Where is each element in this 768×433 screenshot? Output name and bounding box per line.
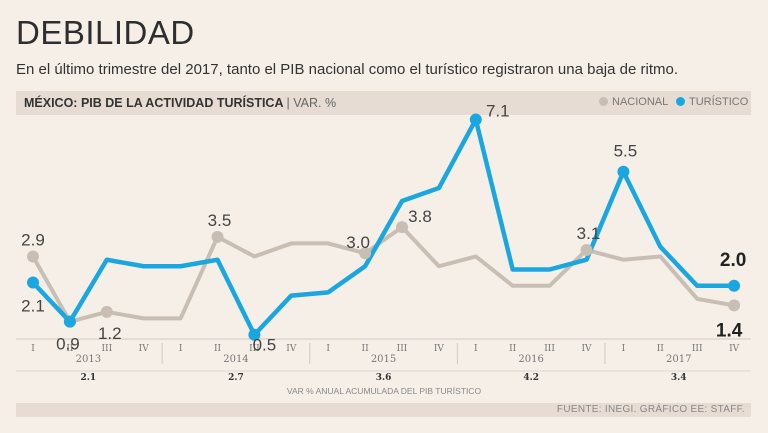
x-tick-label: IV — [139, 344, 150, 354]
x-tick-label: IV — [581, 344, 592, 354]
data-label-turistico: 7.1 — [486, 102, 510, 121]
legend-turistico-dot-icon — [676, 97, 685, 106]
x-tick-label: I — [31, 344, 35, 354]
x-year-label: 2013 — [76, 354, 101, 365]
point-nacional — [580, 243, 593, 256]
source-note: FUENTE: INEGI. GRÁFICO EE: STAFF. — [556, 404, 745, 415]
legend-nacional-label: NACIONAL — [612, 96, 669, 108]
data-label-nacional: 3.8 — [408, 207, 432, 226]
x-tick-label: II — [509, 344, 517, 354]
x-year-label: 2016 — [518, 354, 543, 365]
point-nacional — [27, 250, 39, 263]
x-tick-label: III — [397, 344, 408, 354]
x-year-label: 2014 — [223, 354, 248, 365]
annual-note: VAR % ANUAL ACUMULADA DEL PIB TURÍSTICO — [287, 386, 482, 396]
data-label-turistico: 2.0 — [720, 250, 746, 271]
data-label-nacional: 3.1 — [577, 224, 601, 243]
legend-nacional-dot-icon — [599, 97, 608, 106]
data-label-nacional: 3.5 — [208, 211, 232, 230]
chart-title-text: MÉXICO: PIB DE LA ACTIVIDAD TURÍSTICA — [24, 96, 284, 110]
point-turistico — [728, 279, 741, 292]
x-tick-label: IV — [434, 344, 445, 354]
point-nacional — [100, 305, 113, 318]
x-tick-label: I — [622, 344, 626, 354]
legend-turistico-label: TURÍSTICO — [689, 96, 749, 108]
data-label-nacional: 1.2 — [98, 324, 122, 343]
x-tick-label: II — [657, 344, 665, 354]
x-tick-label: I — [179, 344, 183, 354]
x-tick-label: IV — [286, 344, 297, 354]
x-tick-label: I — [326, 344, 330, 354]
point-turistico — [617, 165, 630, 178]
data-label-turistico: 0.9 — [56, 335, 80, 354]
point-turistico — [27, 276, 39, 289]
data-label-nacional: 2.9 — [21, 230, 45, 249]
series-line-nacional — [31, 225, 737, 324]
point-turistico — [469, 113, 482, 126]
x-tick-label: II — [214, 344, 222, 354]
annual-value-label: 3.4 — [671, 373, 687, 383]
x-tick-label: I — [474, 344, 478, 354]
point-turistico — [63, 315, 76, 328]
legend-turistico: TURÍSTICO — [676, 96, 748, 108]
data-label-turistico: 5.5 — [614, 142, 638, 161]
chart-unit: | VAR. % — [286, 96, 337, 110]
x-tick-label: III — [544, 344, 555, 354]
annual-value-label: 3.6 — [376, 373, 392, 383]
point-nacional — [728, 299, 741, 312]
data-label-nacional: 1.4 — [716, 320, 743, 341]
x-year-label: 2015 — [371, 354, 396, 365]
point-turistico — [248, 328, 261, 341]
data-label-turistico: 2.1 — [21, 297, 45, 316]
page-subtitle: En el último trimestre del 2017, tanto e… — [16, 61, 678, 78]
annual-value-label: 2.7 — [228, 373, 244, 383]
chart-header-bar: MÉXICO: PIB DE LA ACTIVIDAD TURÍSTICA | … — [16, 91, 751, 115]
legend-nacional: NACIONAL — [599, 96, 668, 108]
data-label-nacional: 3.0 — [346, 233, 370, 252]
footer-bar: FUENTE: INEGI. GRÁFICO EE: STAFF. — [16, 403, 751, 417]
chart-title: MÉXICO: PIB DE LA ACTIVIDAD TURÍSTICA | … — [24, 96, 336, 110]
x-tick-label: III — [249, 344, 260, 354]
x-tick-label: III — [101, 344, 112, 354]
x-tick-label: III — [692, 344, 703, 354]
x-year-label: 2017 — [666, 354, 691, 365]
annual-value-label: 4.2 — [523, 373, 539, 383]
point-nacional — [396, 221, 408, 234]
x-tick-label: II — [362, 344, 370, 354]
x-tick-label: II — [66, 344, 74, 354]
point-nacional — [359, 247, 372, 260]
x-tick-label: IV — [729, 344, 740, 354]
annual-value-label: 2.1 — [81, 373, 97, 383]
point-nacional — [211, 230, 224, 243]
page-title: DEBILIDAD — [16, 14, 195, 51]
data-label-turistico: 0.5 — [253, 336, 277, 355]
series-line-turistico — [30, 117, 737, 337]
